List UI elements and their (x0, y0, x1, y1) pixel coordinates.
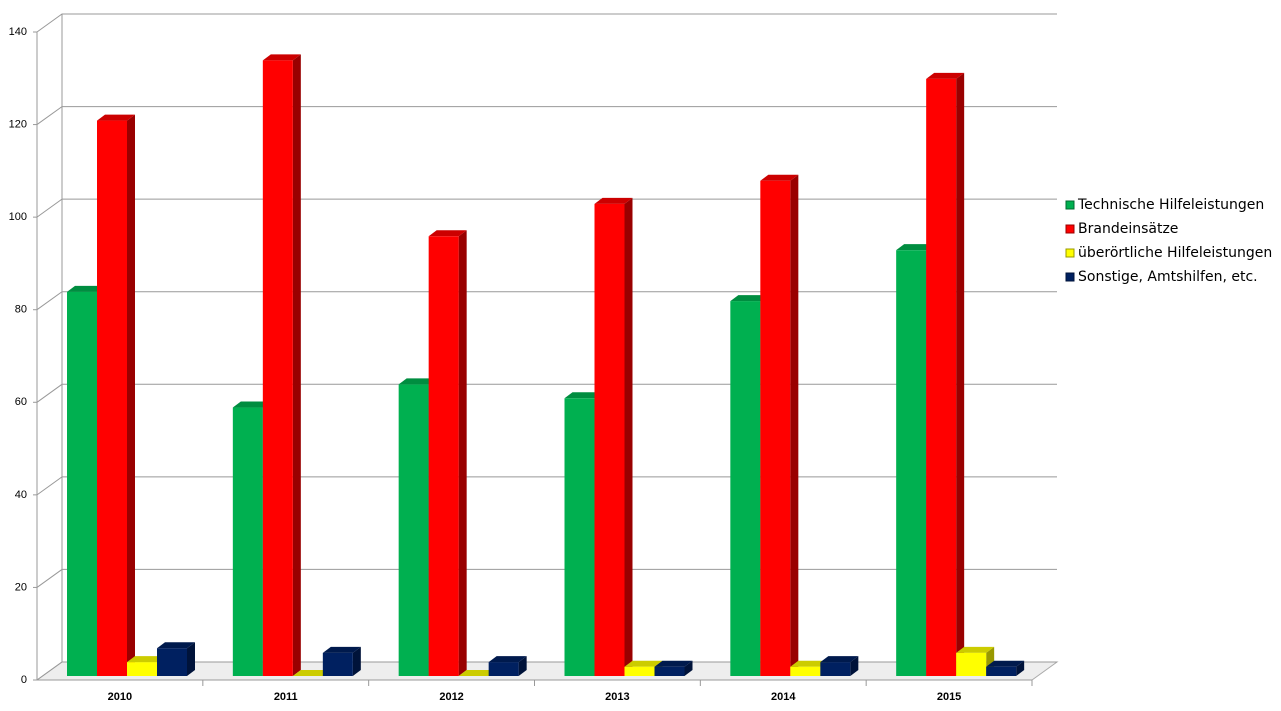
grid-line (36, 106, 1057, 125)
bar-side (956, 72, 965, 676)
y-tick-label: 120 (9, 118, 27, 130)
bar-side (352, 646, 361, 676)
bar-top (232, 401, 271, 408)
bar-side (292, 54, 301, 676)
bar (624, 666, 655, 676)
y-tick-label: 100 (9, 211, 27, 223)
bar (986, 666, 1017, 676)
bar-side (624, 197, 633, 676)
bar-side (1016, 660, 1025, 676)
bar-side (518, 656, 527, 676)
grid-line (36, 13, 1057, 33)
x-tick-label: 2015 (937, 691, 961, 703)
y-tick-label: 20 (15, 581, 27, 593)
bar-top (458, 670, 497, 676)
y-tick-label: 40 (15, 489, 27, 501)
bar (488, 662, 519, 676)
legend-swatch (1065, 224, 1075, 234)
bar (127, 662, 157, 676)
bar (654, 666, 685, 676)
bar-top (127, 656, 165, 663)
bar-top (926, 72, 965, 79)
bar-top (398, 378, 437, 385)
x-tick-label: 2014 (771, 691, 796, 703)
legend-label: Sonstige, Amtshilfen, etc. (1078, 269, 1258, 285)
bar (896, 250, 927, 676)
bar (926, 78, 957, 676)
bar-top (67, 285, 105, 292)
grid-line (36, 568, 1057, 588)
legend-swatch (1065, 200, 1075, 210)
bar (956, 652, 987, 676)
grid-line (36, 383, 1057, 403)
bar-top (292, 670, 331, 676)
bar-top (760, 174, 799, 181)
bar-top (564, 392, 603, 399)
x-tick-label: 2013 (605, 691, 629, 703)
grid-line (36, 476, 1057, 496)
bar-side (127, 114, 135, 677)
bar (760, 180, 791, 676)
bar (564, 398, 595, 676)
bar-top (262, 54, 301, 61)
x-tick-label: 2011 (274, 691, 298, 703)
grid-line (36, 198, 1057, 218)
bar-top (820, 656, 859, 663)
bar (97, 120, 127, 677)
bar (428, 236, 459, 677)
bar-top (654, 660, 693, 667)
bar-top (428, 230, 467, 237)
legend-label: Technische Hilfeleistungen (1077, 197, 1264, 213)
bar (67, 291, 97, 676)
bar-top (594, 197, 633, 204)
bar-top (730, 295, 769, 302)
bar-side (187, 642, 195, 676)
bar-top (97, 114, 135, 121)
bar (262, 60, 293, 676)
grid-line (36, 661, 1057, 681)
x-tick-label: 2012 (439, 691, 463, 703)
bar (322, 652, 353, 676)
bar-side (684, 660, 693, 676)
bar-top (624, 660, 663, 667)
bar (232, 407, 263, 676)
bar-side (850, 656, 859, 676)
grid-line (36, 291, 1057, 311)
legend-swatch (1065, 272, 1075, 282)
bar (157, 648, 187, 676)
legend-label: überörtliche Hilfeleistungen (1078, 245, 1272, 261)
bar-top (322, 646, 361, 653)
bar (398, 384, 429, 676)
bar-side (790, 174, 799, 676)
bar-top (896, 244, 935, 251)
y-tick-label: 60 (15, 396, 27, 408)
bar-top (488, 656, 527, 663)
bar-top (157, 642, 195, 649)
y-tick-label: 80 (15, 304, 27, 316)
y-tick-label: 140 (9, 26, 27, 38)
legend-swatch (1065, 248, 1075, 258)
bar-side (458, 230, 467, 677)
bar (730, 301, 761, 676)
legend-label: Brandeinsätze (1078, 221, 1178, 237)
bar-top (956, 646, 995, 653)
bar (790, 666, 821, 676)
x-tick-label: 2010 (108, 691, 132, 703)
bar-top (986, 660, 1025, 667)
bar-top (790, 660, 829, 667)
bar (820, 662, 851, 676)
bar (594, 203, 625, 676)
y-tick-label: 0 (21, 674, 27, 686)
